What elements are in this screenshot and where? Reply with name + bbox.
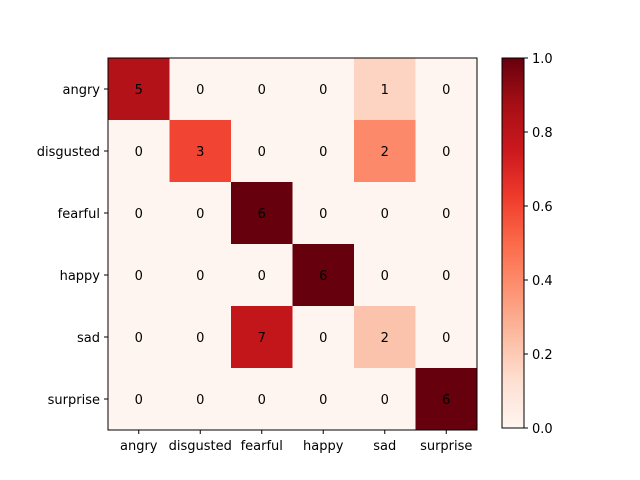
heatmap-cell [231,182,293,245]
colorbar-tick-label: 0.4 [532,274,553,289]
cell-value-label: 0 [381,207,389,222]
heatmap-cell [415,306,478,369]
x-tick-label: surprise [420,439,472,454]
heatmap-cell [415,182,478,245]
x-axis-ticks: angry disgusted fearful happy sad surprise [120,430,472,454]
heatmap-cell [292,306,355,369]
colorbar-tick-label: 0.2 [532,348,553,363]
colorbar-ticks: 0.0 0.2 0.4 0.6 0.8 1.0 [524,52,553,437]
colorbar-tick-label: 0.8 [532,126,553,141]
colorbar-tick-label: 0.6 [532,200,553,215]
cell-value-label: 0 [442,269,450,284]
heatmap-cell [169,182,232,245]
cell-value-label: 0 [135,331,143,346]
heatmap-cell [108,244,170,307]
heatmap-cell [108,120,170,183]
cell-value-label: 0 [381,269,389,284]
heatmap-cell [292,182,355,245]
y-axis-ticks: angry disgusted fearful happy sad surprise [37,83,108,408]
cell-value-label: 0 [135,269,143,284]
cell-value-label: 0 [319,83,327,98]
heatmap-cell [354,244,416,307]
heatmap-cell [108,58,170,121]
heatmap-cell [231,58,293,121]
cell-value-label: 0 [319,331,327,346]
cell-value-label: 5 [135,83,143,98]
colorbar-tick-label: 1.0 [532,52,553,67]
heatmap-cell [108,368,170,431]
heatmap-cells [108,58,478,431]
cell-value-label: 0 [258,145,266,160]
heatmap-cell [292,368,355,431]
heatmap-cell [108,182,170,245]
cell-value-label: 6 [258,207,266,222]
cell-value-label: 1 [381,83,389,98]
heatmap-cell [415,120,478,183]
cell-value-label: 0 [258,269,266,284]
cell-value-label: 0 [319,145,327,160]
heatmap-cell [169,244,232,307]
cell-value-label: 0 [135,393,143,408]
cell-value-label: 0 [381,393,389,408]
y-tick-label: happy [60,269,101,284]
heatmap-cell [169,120,232,183]
cell-value-label: 0 [442,207,450,222]
cell-value-label: 2 [381,331,389,346]
cell-value-label: 3 [196,145,204,160]
heatmap-cell [354,120,416,183]
heatmap-cell [108,306,170,369]
cell-value-label: 0 [196,393,204,408]
heatmap-cell [231,120,293,183]
heatmap-cell [169,58,232,121]
heatmap-cell [292,244,355,307]
heatmap-cell [354,368,416,431]
cell-value-label: 2 [381,145,389,160]
cell-value-label: 0 [319,393,327,408]
x-tick-label: angry [120,439,158,454]
colorbar [501,57,525,429]
heatmap-cell [169,368,232,431]
plot-frame [107,57,478,431]
y-tick-label: sad [77,331,100,346]
heatmap-cell [415,58,478,121]
cell-value-label: 0 [319,207,327,222]
colorbar-tick-label: 0.0 [532,422,553,437]
cell-value-label: 7 [258,331,266,346]
heatmap-cell [292,120,355,183]
x-tick-label: disgusted [169,439,232,454]
cell-value-label: 0 [196,207,204,222]
heatmap-cell [354,58,416,121]
cell-value-label: 0 [442,145,450,160]
heatmap-cell [231,244,293,307]
cell-value-label: 0 [258,83,266,98]
heatmap-cell [415,244,478,307]
heatmap-cell [231,306,293,369]
heatmap-cell [354,306,416,369]
cell-value-label: 0 [196,83,204,98]
cell-value-label: 6 [319,269,327,284]
y-tick-label: disgusted [37,145,100,160]
x-tick-label: happy [303,439,344,454]
cell-value-label: 0 [442,83,450,98]
y-tick-label: fearful [58,207,100,222]
x-tick-label: fearful [241,439,283,454]
y-tick-label: angry [63,83,101,98]
heatmap-cell [231,368,293,431]
cell-value-labels: 5 0 0 0 1 0 0 3 0 0 2 0 0 0 6 0 0 0 0 0 0 6 0 0 0 0 7 0 2 0 0 0 0 0 0 6 [135,83,451,408]
cell-value-label: 0 [258,393,266,408]
heatmap-cell [292,58,355,121]
heatmap-cell [415,368,478,431]
cell-value-label: 0 [135,207,143,222]
cell-value-label: 0 [442,331,450,346]
cell-value-label: 0 [196,331,204,346]
heatmap-cell [354,182,416,245]
cell-value-label: 6 [442,393,450,408]
x-tick-label: sad [373,439,396,454]
cell-value-label: 0 [196,269,204,284]
heatmap-cell [169,306,232,369]
y-tick-label: surprise [48,393,100,408]
cell-value-label: 0 [135,145,143,160]
